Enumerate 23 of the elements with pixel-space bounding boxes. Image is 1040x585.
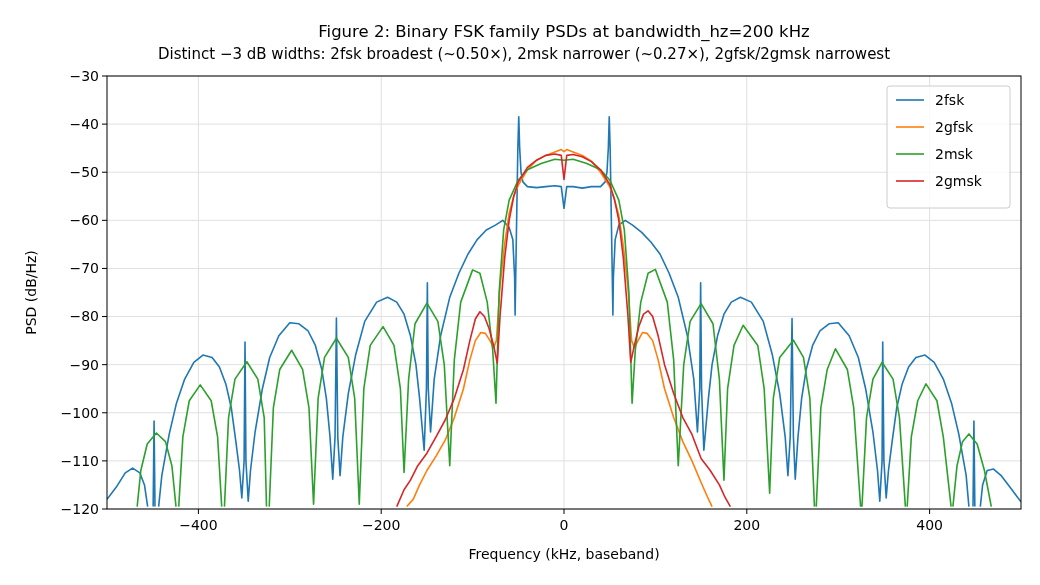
y-tick-label: −120	[60, 500, 99, 517]
x-tick-label: −400	[179, 517, 218, 533]
y-tick-label: −110	[60, 452, 99, 469]
y-tick-label: −80	[69, 308, 99, 325]
y-tick-label: −60	[69, 212, 99, 229]
y-tick-label: −70	[69, 260, 99, 277]
legend-label: 2msk	[935, 145, 974, 162]
legend-label: 2fsk	[935, 91, 966, 108]
chart-subtitle: Distinct −3 dB widths: 2fsk broadest (~0.50×), 2msk narrower (~0.27×), 2gfsk/2gmsk narrowest	[157, 45, 891, 63]
chart-title: Figure 2: Binary FSK family PSDs at bandwidth_hz=200 kHz	[318, 22, 810, 42]
y-tick-label: −30	[69, 67, 99, 84]
x-tick-label: 400	[916, 517, 943, 533]
y-tick-label: −100	[60, 404, 99, 421]
y-axis-title: PSD (dB/Hz)	[23, 250, 39, 335]
legend-label: 2gfsk	[935, 118, 975, 135]
y-tick-label: −90	[69, 356, 99, 373]
x-tick-label: 0	[559, 517, 569, 533]
y-tick-label: −40	[69, 116, 99, 133]
x-axis-title: Frequency (kHz, baseband)	[468, 546, 660, 562]
x-tick-label: −200	[361, 517, 401, 533]
y-tick-label: −50	[69, 164, 99, 181]
legend-label: 2gmsk	[935, 172, 983, 189]
x-tick-label: 200	[733, 517, 761, 533]
